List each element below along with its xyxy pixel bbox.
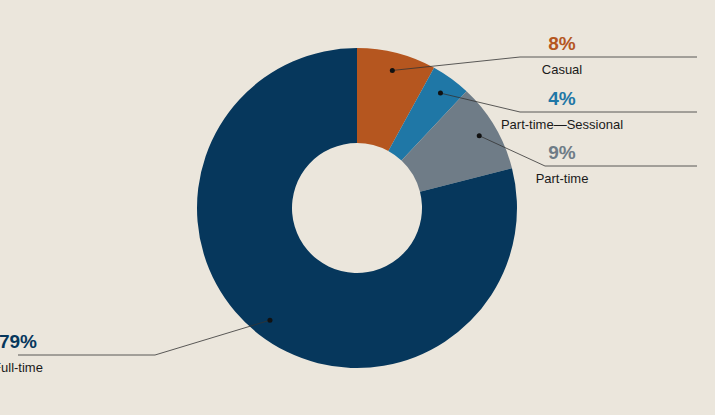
- svg-text:9%: 9%: [548, 142, 576, 163]
- svg-text:4%: 4%: [548, 88, 576, 109]
- svg-text:8%: 8%: [548, 33, 576, 54]
- svg-text:Casual: Casual: [542, 62, 583, 77]
- svg-text:Full-time: Full-time: [0, 360, 43, 375]
- svg-text:79%: 79%: [0, 331, 37, 352]
- svg-text:Part-time: Part-time: [536, 171, 589, 186]
- svg-text:Part-time—Sessional: Part-time—Sessional: [501, 117, 623, 132]
